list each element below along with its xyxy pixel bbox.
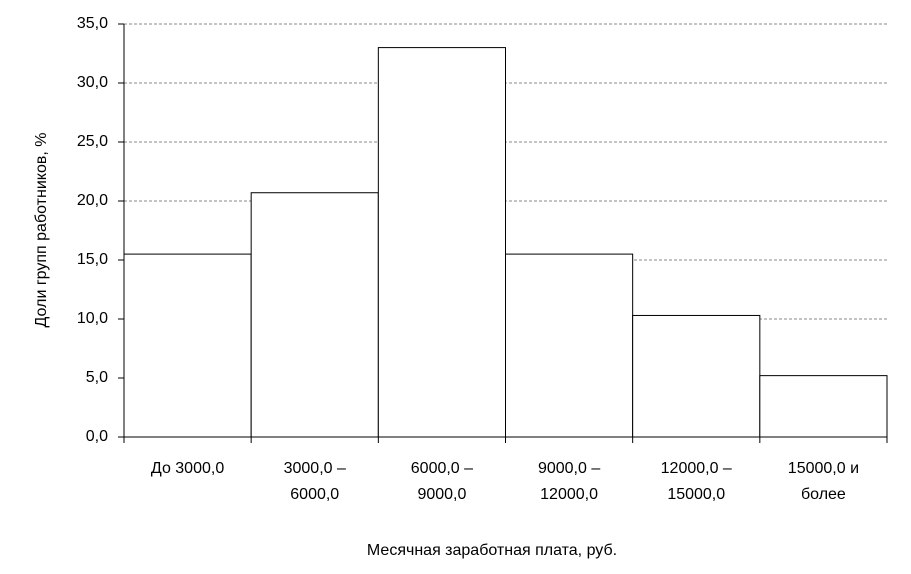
y-axis-title: Доли групп работников, % xyxy=(33,133,50,328)
x-tick-label: 3000,0 – 6000,0 xyxy=(283,460,346,503)
x-tick-label: 9000,0 – 12000,0 xyxy=(537,460,601,503)
bar xyxy=(505,253,634,438)
x-tick-label: До 3000,0 xyxy=(150,460,225,477)
bar xyxy=(123,253,252,438)
x-tick-label: 6000,0 – 9000,0 xyxy=(410,460,474,503)
y-tick-label: 25,0 xyxy=(77,133,108,150)
x-axis-title: Месячная заработная плата, руб. xyxy=(367,542,617,559)
y-tick-label: 15,0 xyxy=(77,251,108,268)
bar xyxy=(250,192,379,438)
y-tick-label: 30,0 xyxy=(77,74,108,91)
x-tick-label: 12000,0 – 15000,0 xyxy=(660,460,732,503)
y-tick-label: 35,0 xyxy=(77,15,108,32)
y-tick-label: 10,0 xyxy=(77,310,108,327)
y-tick-label: 0,0 xyxy=(86,428,108,445)
y-tick-label: 5,0 xyxy=(86,369,108,386)
bar xyxy=(632,314,761,438)
x-tick-label: 15000,0 и более xyxy=(787,460,860,503)
bar xyxy=(377,47,507,438)
bar xyxy=(759,375,888,438)
y-tick-label: 20,0 xyxy=(77,192,108,209)
